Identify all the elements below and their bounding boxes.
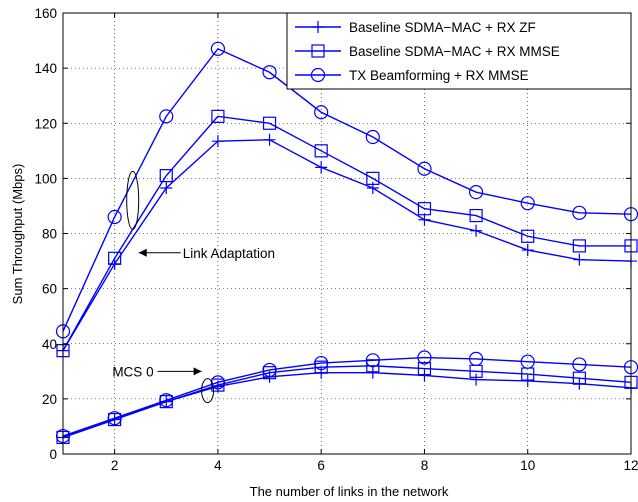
- plus-marker: [263, 133, 276, 146]
- x-tick-label: 4: [214, 458, 222, 473]
- x-tick-label: 8: [421, 458, 429, 473]
- series-line: [62, 356, 632, 437]
- link-adaptation-annotation: Link Adaptation: [126, 170, 275, 261]
- plus-marker: [160, 182, 173, 195]
- circle-marker: [572, 205, 587, 220]
- x-tick-label: 2: [111, 458, 119, 473]
- plus-marker: [470, 224, 483, 237]
- y-tick-label: 60: [42, 282, 57, 297]
- square-marker: [211, 109, 225, 123]
- square-marker: [159, 169, 173, 183]
- plus-marker: [470, 373, 483, 386]
- y-tick-label: 140: [34, 61, 57, 76]
- series-line: [62, 47, 632, 332]
- annotation-text: MCS 0: [112, 364, 153, 379]
- circle-marker: [210, 41, 226, 56]
- square-marker: [366, 171, 380, 185]
- circle-marker: [365, 353, 380, 368]
- series-2: [55, 41, 638, 339]
- circle-marker: [107, 209, 122, 225]
- square-marker: [572, 371, 586, 385]
- plus-marker: [573, 253, 586, 266]
- circle-marker: [314, 355, 329, 371]
- circle-marker: [520, 196, 535, 211]
- annotation-arrowhead: [138, 248, 147, 257]
- annotation-ellipse: [126, 170, 140, 230]
- y-tick-label: 100: [34, 171, 57, 186]
- series-line: [62, 365, 632, 439]
- square-marker: [521, 229, 535, 243]
- circle-marker: [262, 65, 277, 80]
- series-5: [55, 350, 638, 444]
- circle-marker: [417, 350, 432, 365]
- plus-marker: [211, 135, 224, 148]
- series-0: [57, 133, 637, 357]
- y-tick-label: 40: [42, 337, 57, 352]
- circle-marker: [468, 185, 484, 200]
- series-1: [56, 109, 638, 358]
- circle-marker: [262, 362, 277, 378]
- square-marker: [417, 361, 432, 376]
- x-axis-label: The number of links in the network: [250, 484, 449, 499]
- x-tick-label: 6: [317, 458, 325, 473]
- legend-item: TX Beamforming + RX MMSE: [295, 67, 529, 83]
- plus-marker: [521, 374, 534, 387]
- annotation-ellipse: [201, 378, 215, 404]
- series-layer: [55, 41, 638, 445]
- y-tick-label: 160: [34, 6, 57, 21]
- square-marker: [469, 208, 483, 223]
- circle-marker: [107, 411, 122, 426]
- annotation-text: Link Adaptation: [183, 246, 275, 261]
- circle-marker: [520, 354, 535, 369]
- square-marker: [572, 239, 586, 253]
- square-marker: [262, 116, 277, 130]
- square-marker: [417, 202, 432, 216]
- circle-marker: [365, 129, 380, 145]
- legend-box: [286, 12, 632, 90]
- y-tick-label: 0: [49, 447, 57, 462]
- circle-marker: [310, 67, 326, 83]
- circle-marker: [572, 357, 587, 372]
- circle-marker: [417, 161, 432, 176]
- square-marker: [314, 360, 328, 374]
- plus-marker: [312, 21, 324, 33]
- series-line: [62, 115, 631, 351]
- circle-marker: [468, 351, 484, 367]
- square-marker: [311, 44, 325, 58]
- plus-marker: [315, 161, 328, 174]
- y-tick-label: 80: [42, 227, 57, 242]
- legend-label: TX Beamforming + RX MMSE: [349, 68, 529, 83]
- circle-marker: [159, 393, 174, 408]
- square-marker: [108, 251, 122, 265]
- square-marker: [314, 144, 328, 158]
- legend-label: Baseline SDMA−MAC + RX ZF: [349, 20, 536, 35]
- plus-marker: [521, 244, 534, 257]
- y-tick-label: 20: [42, 392, 57, 407]
- x-tick-label: 10: [520, 458, 535, 473]
- plus-marker: [418, 369, 431, 382]
- annotation-layer: Link Adaptation MCS 0: [112, 170, 275, 404]
- circle-marker: [314, 105, 329, 120]
- legend-label: Baseline SDMA−MAC + RX MMSE: [349, 44, 560, 59]
- y-axis-label: Sum Throughput (Mbps): [10, 164, 25, 305]
- annotation-arrowhead: [193, 367, 202, 376]
- legend: Baseline SDMA−MAC + RX ZF Baseline SDMA−M…: [286, 12, 632, 90]
- circle-marker: [159, 109, 174, 124]
- legend-item: Baseline SDMA−MAC + RX ZF: [295, 20, 536, 35]
- legend-item: Baseline SDMA−MAC + RX MMSE: [295, 44, 560, 59]
- x-tick-label: 12: [623, 458, 638, 473]
- mcs0-annotation: MCS 0: [112, 364, 215, 404]
- series-line: [62, 139, 632, 351]
- plus-marker: [366, 366, 379, 379]
- y-tick-label: 120: [34, 116, 57, 131]
- plus-marker: [418, 213, 431, 226]
